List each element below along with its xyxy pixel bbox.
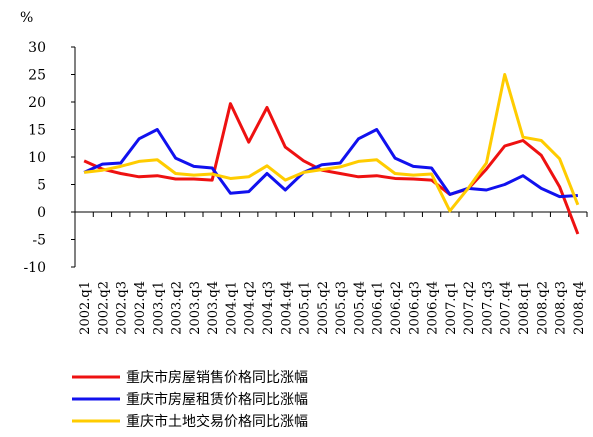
y-tick-label: 20 [28, 95, 46, 111]
x-tick-label: 2002.q1 [78, 281, 93, 335]
x-tick-label: 2007.q4 [499, 281, 514, 335]
x-tick-label: 2007.q2 [462, 281, 477, 335]
x-tick-label: 2005.q1 [298, 281, 313, 335]
y-tick-label: -5 [32, 233, 46, 249]
x-tick-label: 2006.q3 [407, 281, 422, 335]
series-line [83, 102, 580, 235]
x-tick-label: 2005.q2 [316, 281, 331, 335]
x-tick-label: 2004.q1 [224, 281, 239, 335]
x-tick-label: 2002.q4 [133, 281, 148, 335]
x-tick-label: 2007.q3 [480, 281, 495, 335]
x-tick-label: 2007.q1 [444, 281, 459, 335]
legend-label: 重庆市房屋销售价格同比涨幅 [126, 369, 308, 386]
series-line [83, 73, 580, 213]
x-tick-label: 2005.q3 [334, 281, 349, 335]
x-tick-label: 2002.q2 [96, 281, 111, 335]
x-tick-label: 2006.q4 [426, 281, 441, 335]
x-tick-label: 2006.q1 [371, 281, 386, 335]
series-line [83, 128, 578, 199]
x-tick-label: 2006.q2 [389, 281, 404, 335]
y-tick-label: 15 [28, 123, 46, 139]
y-tick-label: 30 [28, 40, 46, 56]
x-tick-label: 2003.q1 [151, 281, 166, 335]
y-axis-unit: % [20, 10, 33, 26]
x-tick-label: 2004.q3 [261, 281, 276, 335]
x-tick-label: 2003.q3 [188, 281, 203, 335]
x-tick-label: 2008.q3 [554, 281, 569, 335]
x-tick-label: 2008.q1 [517, 281, 532, 335]
x-tick-label: 2008.q4 [572, 281, 587, 335]
legend-label: 重庆市房屋租赁价格同比涨幅 [126, 391, 308, 408]
x-tick-label: 2008.q2 [535, 281, 550, 335]
x-tick-label: 2004.q2 [243, 281, 258, 335]
x-tick-label: 2003.q2 [170, 281, 185, 335]
x-tick-label: 2004.q4 [279, 281, 294, 335]
y-tick-label: 10 [28, 150, 46, 166]
y-tick-label: -10 [23, 260, 46, 276]
y-tick-label: 0 [37, 205, 46, 221]
x-tick-label: 2005.q4 [352, 281, 367, 335]
y-tick-label: 25 [28, 68, 46, 84]
legend-label: 重庆市土地交易价格同比涨幅 [126, 413, 308, 430]
x-tick-label: 2003.q4 [206, 281, 221, 335]
y-tick-label: 5 [37, 178, 46, 194]
x-tick-label: 2002.q3 [115, 281, 130, 335]
